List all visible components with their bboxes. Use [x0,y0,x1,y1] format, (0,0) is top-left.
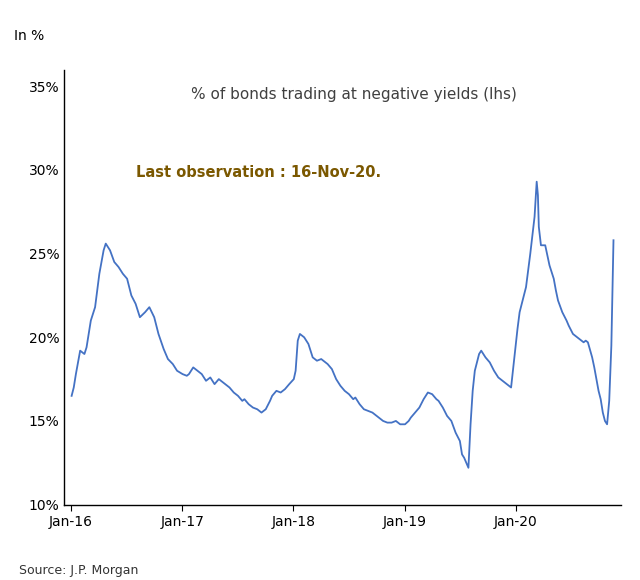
Text: In %: In % [14,30,44,44]
Text: % of bonds trading at negative yields (lhs): % of bonds trading at negative yields (l… [191,87,516,102]
Text: Source: J.P. Morgan: Source: J.P. Morgan [19,564,139,577]
Text: Last observation : 16-Nov-20.: Last observation : 16-Nov-20. [136,165,381,180]
